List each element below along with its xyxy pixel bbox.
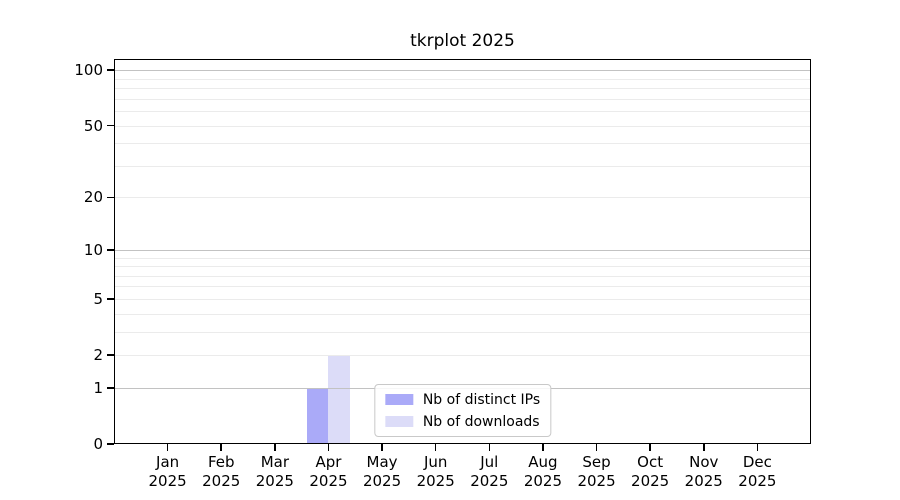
y-gridline-minor — [114, 355, 811, 357]
x-tick-mark — [703, 444, 705, 451]
legend-swatch-distinct-ips-icon — [384, 394, 413, 405]
bar-downloads — [328, 355, 350, 444]
x-tick-label: Dec 2025 — [738, 453, 777, 490]
x-tick-label: Oct 2025 — [631, 453, 670, 490]
y-gridline-minor — [114, 98, 811, 100]
x-tick-label: Jun 2025 — [416, 453, 455, 490]
y-gridline-minor — [114, 88, 811, 90]
y-tick-mark — [107, 443, 114, 445]
legend-label-downloads: Nb of downloads — [422, 413, 540, 430]
y-tick-label: 50 — [83, 116, 103, 135]
x-tick-label: Jan 2025 — [148, 453, 187, 490]
y-gridline-minor — [114, 298, 811, 300]
y-gridline-major — [114, 249, 811, 251]
x-tick-mark — [756, 444, 759, 451]
legend-item-downloads: Nb of downloads — [384, 413, 540, 430]
y-gridline-minor — [114, 143, 811, 145]
y-gridline-minor — [114, 257, 811, 259]
y-tick-label: 1 — [93, 378, 103, 397]
y-tick-mark — [107, 298, 114, 300]
x-tick-label: Feb 2025 — [202, 453, 241, 490]
x-tick-label: Jul 2025 — [470, 453, 509, 490]
y-tick-label: 100 — [74, 61, 103, 80]
y-gridline-minor — [114, 165, 811, 167]
y-gridline-minor — [114, 78, 811, 80]
x-tick-mark — [434, 444, 437, 451]
x-tick-mark — [327, 444, 330, 451]
x-tick-mark — [274, 444, 276, 451]
x-tick-label: Nov 2025 — [684, 453, 723, 490]
y-tick-mark — [107, 69, 114, 71]
y-tick-mark — [107, 124, 114, 127]
x-tick-label: Sep 2025 — [577, 453, 616, 490]
chart-title: tkrplot 2025 — [410, 31, 515, 51]
x-tick-label: Aug 2025 — [523, 453, 563, 490]
y-tick-label: 10 — [83, 240, 103, 259]
y-gridline-minor — [114, 197, 811, 199]
x-tick-label: May 2025 — [362, 453, 402, 490]
y-tick-mark — [107, 249, 114, 251]
y-gridline-minor — [114, 266, 811, 268]
x-tick-label: Mar 2025 — [255, 453, 294, 490]
x-tick-label: Apr 2025 — [309, 453, 348, 490]
legend-swatch-downloads-icon — [384, 416, 413, 427]
y-tick-mark — [107, 387, 114, 389]
y-tick-label: 2 — [93, 346, 103, 365]
plot-area: Nb of distinct IPs Nb of downloads 0 1 2 5 1… — [74, 59, 811, 490]
y-gridline-major — [114, 70, 811, 72]
y-tick-label: 5 — [93, 289, 103, 308]
x-tick-mark — [381, 444, 383, 451]
legend-item-distinct-ips: Nb of distinct IPs — [384, 391, 541, 408]
x-tick-mark — [595, 444, 598, 451]
y-tick-mark — [107, 196, 114, 199]
legend: Nb of distinct IPs Nb of downloads — [373, 384, 552, 437]
y-gridline-minor — [114, 125, 811, 127]
y-tick-label: 0 — [93, 435, 103, 453]
y-gridline-minor — [114, 286, 811, 288]
y-gridline-minor — [114, 313, 811, 315]
y-tick-label: 20 — [83, 188, 103, 207]
x-tick-mark — [542, 444, 544, 451]
y-tick-mark — [107, 354, 114, 356]
x-tick-mark — [649, 444, 651, 451]
legend-label-distinct-ips: Nb of distinct IPs — [422, 391, 541, 408]
x-tick-mark — [220, 444, 222, 451]
y-gridline-minor — [114, 275, 811, 277]
y-gridline-minor — [114, 331, 811, 333]
x-tick-mark — [488, 444, 491, 451]
y-gridline-minor — [114, 111, 811, 113]
bar-distinct-ips — [307, 387, 329, 444]
x-tick-mark — [166, 444, 169, 451]
